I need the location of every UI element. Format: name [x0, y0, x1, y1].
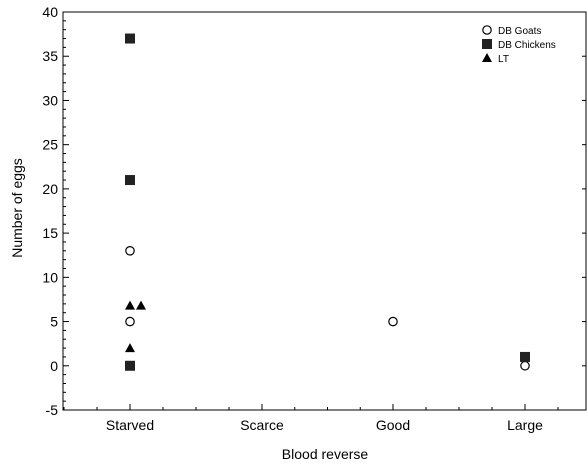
y-tick-label: 0 [50, 358, 58, 374]
x-tick-label: Starved [106, 417, 154, 433]
y-tick-label: 20 [42, 181, 58, 197]
y-tick-label: 15 [42, 225, 58, 241]
plot-frame [62, 11, 587, 411]
point-db-goats [125, 316, 135, 327]
y-tick-label: 10 [42, 269, 58, 285]
y-tick-label: 35 [42, 48, 58, 64]
point-lt [125, 343, 135, 353]
legend-marker-db-chickens [482, 39, 492, 49]
point-db-chickens [125, 33, 135, 44]
legend-label-lt: LT [498, 54, 509, 65]
x-tick-label: Scarce [240, 417, 284, 433]
legend: DB Goats DB Chickens LT [482, 25, 556, 65]
point-db-goats [388, 316, 398, 327]
y-tick-label: 30 [42, 92, 58, 108]
point-db-goats [520, 360, 530, 371]
data-points [125, 33, 530, 371]
y-tick-label: 5 [50, 314, 58, 330]
point-db-chickens [125, 360, 135, 371]
axes: -5 0 5 10 15 20 25 30 35 40 Starved Scarce Good Large [42, 4, 587, 433]
point-db-chickens [125, 175, 135, 186]
x-tick-label: Large [507, 417, 543, 433]
legend-marker-lt [482, 53, 492, 62]
y-tick-label: -5 [46, 402, 59, 418]
point-db-goats [125, 246, 135, 256]
point-db-chickens [520, 351, 530, 362]
x-tick-label: Good [376, 417, 410, 433]
y-tick-label: 40 [42, 4, 58, 20]
x-axis-title: Blood reverse [282, 446, 369, 462]
y-tick-label: 25 [42, 137, 58, 153]
legend-marker-db-goats [482, 25, 492, 35]
point-lt [136, 300, 146, 310]
legend-label-db-chickens: DB Chickens [498, 40, 556, 51]
y-axis-title: Number of eggs [9, 158, 25, 258]
legend-label-db-goats: DB Goats [498, 26, 541, 37]
point-lt [125, 300, 135, 310]
